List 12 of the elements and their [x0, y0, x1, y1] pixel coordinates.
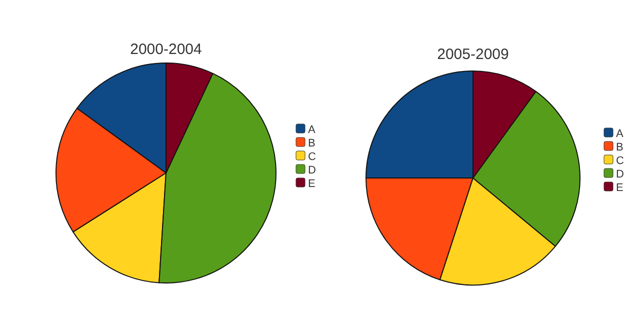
legend-label: E — [616, 182, 624, 194]
legend-label: C — [616, 155, 624, 167]
legend-label: B — [616, 142, 624, 154]
legend-label: A — [616, 128, 624, 140]
chart-title: 2005-2009 — [437, 46, 509, 63]
legend-label: B — [308, 138, 316, 150]
legend-label: D — [616, 168, 624, 180]
legend-label: C — [308, 151, 316, 163]
legend-label: E — [308, 178, 316, 190]
chart-title: 2000-2004 — [130, 41, 202, 58]
legend-label: D — [308, 164, 316, 176]
legend-label: A — [308, 124, 316, 136]
